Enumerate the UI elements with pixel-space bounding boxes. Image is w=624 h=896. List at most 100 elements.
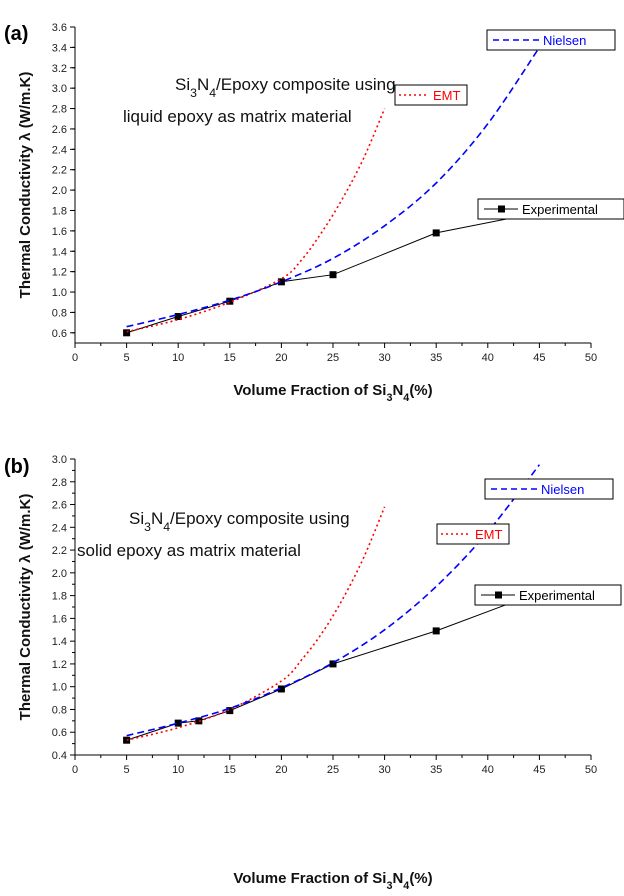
y-tick-label: 0.8	[52, 307, 67, 319]
x-tick-label: 15	[224, 352, 236, 364]
y-tick-label: 2.8	[52, 104, 67, 116]
panel-label: (b)	[4, 456, 30, 478]
legend-experimental: Experimental	[477, 198, 624, 220]
x-tick-label: 45	[533, 352, 545, 364]
legend-box	[486, 29, 616, 51]
y-tick-label: 0.6	[52, 727, 67, 739]
legend-marker	[495, 591, 502, 599]
legend-box	[484, 478, 614, 500]
y-tick-label: 2.2	[52, 165, 67, 177]
x-tick-label: 20	[275, 764, 287, 776]
legend-emt: EMT	[394, 84, 468, 106]
y-tick-label: 0.4	[52, 750, 67, 762]
annotation-line: Si3N4/Epoxy composite using	[129, 509, 350, 534]
x-tick-label: 40	[482, 352, 494, 364]
data-point-experimental	[226, 707, 234, 715]
legend-label: Experimental	[522, 202, 598, 217]
legend-box	[436, 523, 510, 545]
x-axis-title: Volume Fraction of Si3N4(%)	[233, 382, 432, 404]
x-axis-title: Volume Fraction of Si3N4(%)	[233, 870, 432, 892]
y-tick-label: 2.0	[52, 185, 67, 197]
y-tick-label: 3.2	[52, 63, 67, 75]
y-tick-label: 2.2	[52, 545, 67, 557]
y-tick-label: 2.6	[52, 124, 67, 136]
x-tick-label: 5	[124, 352, 130, 364]
legend-label: EMT	[475, 527, 503, 542]
data-point-experimental	[329, 660, 337, 668]
y-tick-label: 2.6	[52, 500, 67, 512]
x-tick-label: 0	[72, 352, 78, 364]
y-tick-label: 1.8	[52, 205, 67, 217]
y-tick-label: 1.6	[52, 226, 67, 238]
legend-marker	[498, 205, 505, 213]
y-tick-label: 2.0	[52, 568, 67, 580]
panel-label: (a)	[4, 23, 28, 45]
x-tick-label: 5	[124, 764, 130, 776]
y-tick-label: 3.6	[52, 22, 67, 34]
x-tick-label: 15	[224, 764, 236, 776]
data-point-experimental	[277, 278, 285, 286]
legend-label: Nielsen	[541, 482, 584, 497]
x-tick-label: 50	[585, 352, 597, 364]
legend-label: Experimental	[519, 588, 595, 603]
y-tick-label: 1.2	[52, 659, 67, 671]
y-tick-label: 3.4	[52, 42, 67, 54]
y-tick-label: 3.0	[52, 454, 67, 466]
legend-box	[474, 584, 622, 606]
y-tick-label: 2.4	[52, 144, 67, 156]
y-tick-label: 3.0	[52, 83, 67, 95]
data-point-experimental	[174, 312, 182, 320]
data-point-experimental	[277, 685, 285, 693]
chart-panel-b: (b) 0 5 10 15 20 25 30 35 40 45 50 0.4 0.6 0.8 1.0 1.2 1.…	[4, 454, 622, 892]
x-tick-label: 30	[378, 352, 390, 364]
legend-emt: EMT	[436, 523, 510, 545]
x-tick-label: 40	[482, 764, 494, 776]
series-line-nielsen	[126, 46, 541, 328]
legend-label: EMT	[433, 88, 461, 103]
y-tick-label: 0.6	[52, 328, 67, 340]
data-point-experimental	[432, 627, 440, 635]
x-tick-label: 0	[72, 764, 78, 776]
x-tick-label: 25	[327, 352, 339, 364]
data-point-experimental	[432, 229, 440, 237]
series-line-emt	[126, 108, 386, 333]
annotation-line: solid epoxy as matrix material	[77, 541, 301, 560]
y-tick-label: 1.0	[52, 287, 67, 299]
data-point-experimental	[123, 329, 131, 337]
y-tick-label: 1.8	[52, 591, 67, 603]
x-tick-label: 10	[172, 352, 184, 364]
legend-label: Nielsen	[543, 33, 586, 48]
series-line-emt	[126, 506, 386, 741]
y-axis-title: Thermal Conductivity λ (W/m.K)	[17, 494, 34, 721]
x-tick-label: 30	[378, 764, 390, 776]
x-tick-label: 50	[585, 764, 597, 776]
x-tick-label: 35	[430, 764, 442, 776]
y-tick-label: 2.4	[52, 522, 67, 534]
y-tick-label: 1.0	[52, 682, 67, 694]
legend-nielsen: Nielsen	[486, 29, 616, 51]
chart-panel-a: (a) 0 5 10 15 20 25 30 35 40 45 50 0.6 0.8 1.0 1.2 1.4 1.…	[4, 22, 624, 404]
legend-box	[477, 198, 624, 220]
annotation-line: Si3N4/Epoxy composite using	[175, 75, 396, 100]
y-tick-label: 1.6	[52, 613, 67, 625]
x-tick-label: 35	[430, 352, 442, 364]
data-point-experimental	[226, 297, 234, 305]
data-point-experimental	[174, 719, 182, 727]
legend-experimental: Experimental	[474, 584, 622, 606]
y-tick-label: 0.8	[52, 704, 67, 716]
x-tick-label: 10	[172, 764, 184, 776]
y-tick-label: 1.2	[52, 267, 67, 279]
data-point-experimental	[329, 271, 337, 279]
y-axis-title: Thermal Conductivity λ (W/m.K)	[17, 72, 34, 299]
annotation-line: liquid epoxy as matrix material	[123, 107, 352, 126]
y-tick-label: 2.8	[52, 477, 67, 489]
data-point-experimental	[195, 717, 203, 725]
y-tick-label: 1.4	[52, 246, 67, 258]
legend-box	[394, 84, 468, 106]
y-tick-label: 1.4	[52, 636, 67, 648]
legend-nielsen: Nielsen	[484, 478, 614, 500]
x-tick-label: 45	[533, 764, 545, 776]
x-tick-label: 25	[327, 764, 339, 776]
x-tick-label: 20	[275, 352, 287, 364]
